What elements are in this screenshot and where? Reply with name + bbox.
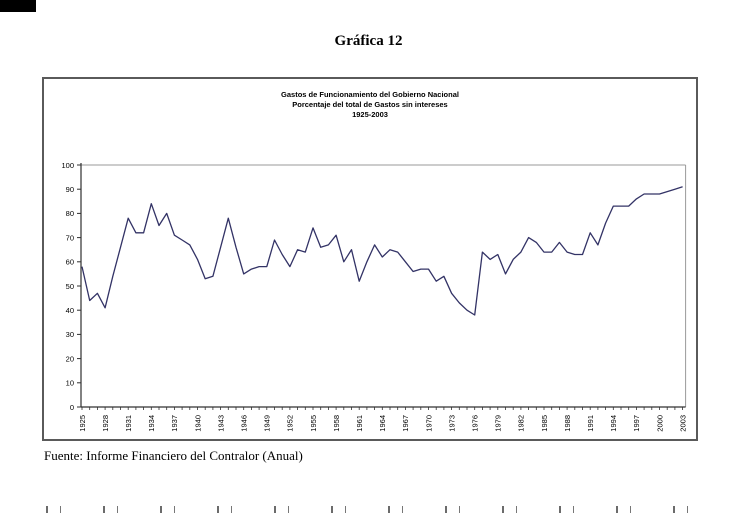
chart-title-line-2: Porcentaje del total de Gastos sin inter… [292,100,448,109]
x-axis-tick-label: 1961 [355,415,364,432]
y-axis-tick-label: 50 [66,282,74,291]
y-axis-tick-label: 100 [61,161,74,170]
y-axis-tick-label: 60 [66,258,74,267]
y-axis-tick-label: 40 [66,306,74,315]
y-axis-tick-label: 10 [66,379,74,388]
x-axis-tick-label: 1949 [263,415,272,432]
x-axis-tick-label: 2003 [678,415,687,432]
y-axis-tick-label: 20 [66,354,74,363]
x-axis-tick-label: 1973 [447,415,456,432]
page-title: Gráfica 12 [334,33,403,49]
x-axis-tick-label: 1955 [309,415,318,432]
y-axis-tick-label: 30 [66,330,74,339]
chart-title-line-1: Gastos de Funcionamiento del Gobierno Na… [281,90,459,99]
x-axis-tick-label: 1979 [494,415,503,432]
cropped-text-fragments [26,506,716,513]
x-axis-tick-label: 1964 [378,415,387,432]
x-axis-tick-label: 1994 [609,415,618,432]
x-axis-tick-label: 1982 [517,415,526,432]
data-series-line [81,186,683,316]
x-axis-tick-label: 1997 [632,415,641,432]
chart-title: Gastos de Funcionamiento del Gobierno Na… [44,90,696,120]
x-axis-tick-label: 1928 [101,415,110,432]
y-axis-tick-label: 0 [70,403,74,412]
x-axis-tick-label: 1943 [216,415,225,432]
chart-title-line-3: 1925-2003 [352,110,388,119]
chart-frame: Gastos de Funcionamiento del Gobierno Na… [42,77,698,441]
x-axis-tick-label: 1970 [424,415,433,432]
x-axis-tick-label: 1925 [78,415,87,432]
x-axis-tick-label: 1952 [286,415,295,432]
x-axis-tick-label: 2000 [655,415,664,432]
x-axis-tick-label: 1931 [124,415,133,432]
y-axis-tick-label: 80 [66,209,74,218]
x-axis-tick-label: 1967 [401,415,410,432]
x-axis-tick-label: 1985 [540,415,549,432]
x-axis-tick-label: 1988 [563,415,572,432]
x-axis-tick-label: 1958 [332,415,341,432]
x-axis-tick-label: 1976 [471,415,480,432]
line-chart-plot: 0 10 20 30 40 50 60 70 80 90 100 1925 1928 1931 1934 19… [61,161,687,432]
scan-artifact-black-box [0,0,36,12]
x-axis-tick-label: 1934 [147,415,156,432]
x-axis-tick-label: 1937 [170,415,179,432]
x-axis-tick-label: 1946 [240,415,249,432]
x-axis-tick-label: 1991 [586,415,595,432]
y-axis-tick-label: 90 [66,185,74,194]
y-axis-tick-label: 70 [66,233,74,242]
source-note: Fuente: Informe Financiero del Contralor… [44,448,303,463]
x-axis-tick-label: 1940 [193,415,202,432]
